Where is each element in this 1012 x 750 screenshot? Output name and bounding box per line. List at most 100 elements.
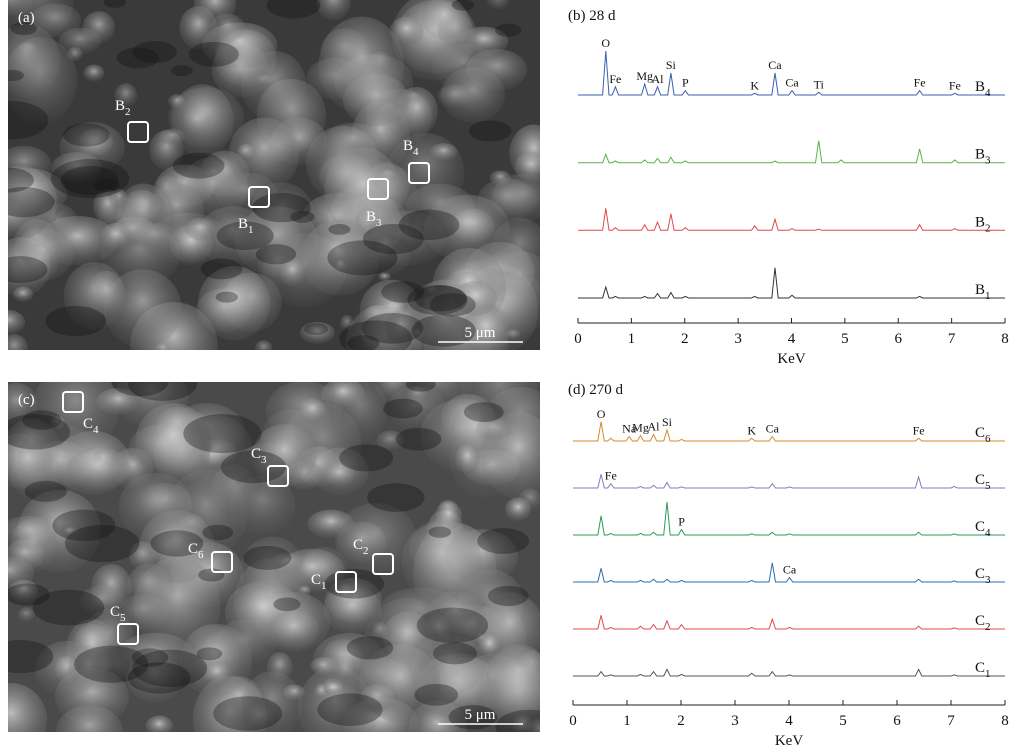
chart-title: (b) 28 d [568, 8, 616, 24]
pore [52, 509, 116, 542]
particle [363, 598, 451, 695]
series-label: C4 [975, 519, 991, 539]
peak-label: Ti [814, 77, 825, 91]
pore [317, 693, 383, 726]
x-tick-label: 1 [628, 331, 636, 347]
particle [182, 107, 211, 135]
particle [514, 151, 540, 182]
pore [463, 402, 504, 423]
particle [12, 286, 34, 302]
pore [93, 178, 120, 192]
peak-label: P [682, 76, 689, 90]
pore [62, 123, 110, 147]
peak-label: O [597, 407, 606, 421]
pore [172, 152, 225, 179]
peak-label: Fe [605, 469, 617, 483]
pore [381, 281, 425, 303]
particle [8, 168, 68, 219]
x-tick-label: 7 [948, 331, 956, 347]
pore [8, 100, 49, 140]
particle [83, 64, 105, 82]
pore [10, 22, 37, 36]
marker-box [372, 553, 394, 575]
pore [383, 398, 423, 419]
pore [429, 293, 476, 317]
spectrum-line [578, 50, 1005, 96]
pore [8, 583, 50, 606]
particle [8, 382, 38, 426]
particle [322, 462, 356, 487]
x-tick-label: 4 [788, 331, 796, 347]
particle [139, 510, 215, 584]
chart-title: (d) 270 d [568, 382, 623, 398]
particle [29, 3, 82, 38]
x-tick-label: 6 [893, 713, 901, 729]
pore [8, 69, 24, 82]
particle [389, 16, 424, 46]
particle [8, 23, 61, 97]
particle [316, 0, 351, 21]
peak-label: K [747, 423, 756, 437]
particle [477, 178, 537, 222]
pore [273, 597, 301, 612]
x-tick-label: 6 [895, 331, 903, 347]
particle [32, 382, 120, 454]
pore [495, 709, 540, 732]
peak-label: K [750, 78, 759, 92]
peak-label: Mg [632, 421, 649, 435]
particle [243, 703, 275, 731]
pore [132, 41, 177, 64]
pore [170, 65, 193, 77]
scale-label: 5 μm [465, 325, 496, 341]
pore [200, 258, 243, 280]
pore [304, 323, 328, 335]
particle [486, 0, 509, 10]
pore [132, 649, 207, 687]
pore [150, 530, 204, 557]
pore [116, 47, 159, 69]
particle [437, 84, 473, 108]
pore [243, 545, 292, 570]
pore [127, 382, 198, 401]
particle [454, 280, 498, 316]
particle [58, 27, 102, 55]
particle [228, 117, 300, 192]
particle [202, 661, 231, 685]
spectrum-line [573, 474, 1005, 489]
marker-box [127, 121, 149, 143]
particle [318, 16, 405, 114]
pore [339, 320, 413, 350]
particle [299, 321, 336, 344]
peak-label: Ca [768, 58, 782, 72]
marker-box [335, 571, 357, 593]
pore [328, 223, 351, 235]
spectrum-line [573, 501, 1005, 536]
x-tick-label: 0 [574, 331, 582, 347]
spectrum-line [578, 208, 1005, 231]
peak-label: Si [662, 415, 673, 429]
particle [324, 238, 350, 267]
peak-label: Al [647, 419, 660, 433]
pore [339, 444, 394, 472]
x-tick-label: 1 [623, 713, 631, 729]
particle [454, 443, 480, 474]
peak-label: Ca [766, 422, 780, 436]
series-label: B3 [975, 147, 991, 167]
pore [189, 41, 239, 67]
x-tick-label: 0 [569, 713, 577, 729]
peak-label: Fe [609, 72, 621, 86]
pore [8, 414, 71, 450]
particle [198, 265, 271, 341]
marker-box [367, 178, 389, 200]
particle [56, 705, 123, 732]
particle [17, 243, 58, 285]
particle [324, 147, 402, 237]
particle [254, 340, 273, 350]
spectrum-line [578, 140, 1005, 164]
peak-label: Ca [783, 563, 797, 577]
pore [131, 648, 169, 667]
particle [475, 417, 512, 441]
particle [130, 222, 179, 251]
particle [8, 309, 26, 335]
